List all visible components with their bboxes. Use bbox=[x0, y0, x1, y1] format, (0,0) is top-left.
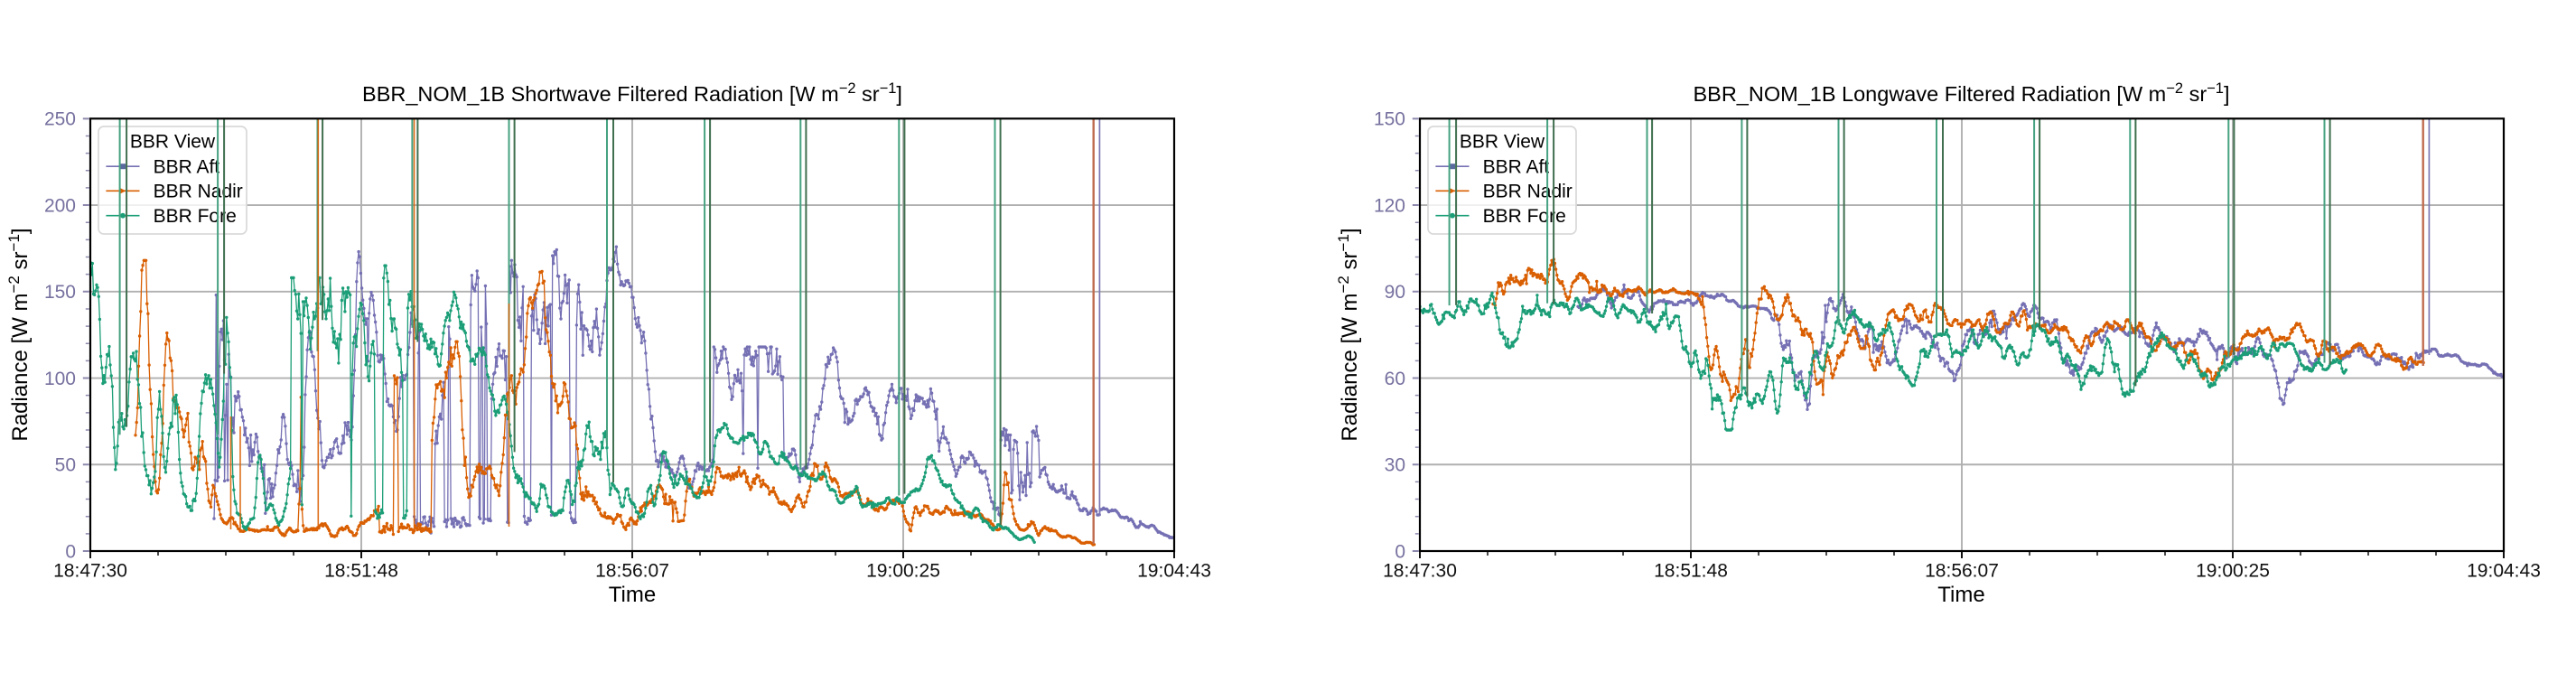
svg-text:Radiance [W m−2 sr−1]: Radiance [W m−2 sr−1] bbox=[5, 228, 33, 441]
svg-text:0: 0 bbox=[65, 541, 76, 562]
svg-text:18:51:48: 18:51:48 bbox=[324, 561, 398, 582]
svg-text:150: 150 bbox=[44, 282, 76, 303]
svg-text:BBR Nadir: BBR Nadir bbox=[1483, 182, 1573, 202]
svg-text:19:00:25: 19:00:25 bbox=[2196, 561, 2270, 582]
svg-text:BBR Aft: BBR Aft bbox=[1483, 157, 1550, 178]
svg-text:18:56:07: 18:56:07 bbox=[595, 561, 669, 582]
svg-text:19:04:43: 19:04:43 bbox=[2467, 561, 2541, 582]
svg-text:BBR Fore: BBR Fore bbox=[154, 206, 237, 227]
svg-text:BBR Aft: BBR Aft bbox=[154, 157, 220, 178]
svg-text:100: 100 bbox=[44, 369, 76, 389]
svg-text:Time: Time bbox=[1937, 583, 1984, 607]
svg-text:30: 30 bbox=[1385, 455, 1405, 476]
svg-text:120: 120 bbox=[1374, 195, 1405, 216]
svg-text:18:47:30: 18:47:30 bbox=[53, 561, 127, 582]
svg-text:60: 60 bbox=[1385, 369, 1405, 389]
svg-text:BBR View: BBR View bbox=[1460, 132, 1545, 153]
svg-text:BBR_NOM_1B Longwave Filtered R: BBR_NOM_1B Longwave Filtered Radiation [… bbox=[1693, 80, 2229, 106]
svg-text:Radiance [W m−2 sr−1]: Radiance [W m−2 sr−1] bbox=[1335, 228, 1362, 441]
svg-text:150: 150 bbox=[1374, 109, 1405, 130]
svg-text:18:47:30: 18:47:30 bbox=[1383, 561, 1457, 582]
svg-text:BBR Nadir: BBR Nadir bbox=[154, 182, 243, 202]
svg-text:18:51:48: 18:51:48 bbox=[1654, 561, 1728, 582]
svg-text:BBR View: BBR View bbox=[130, 132, 216, 153]
svg-text:200: 200 bbox=[44, 195, 76, 216]
svg-text:50: 50 bbox=[55, 455, 76, 476]
svg-text:0: 0 bbox=[1395, 541, 1405, 562]
svg-text:BBR_NOM_1B Shortwave Filtered: BBR_NOM_1B Shortwave Filtered Radiation … bbox=[362, 80, 902, 106]
svg-text:90: 90 bbox=[1385, 282, 1405, 303]
svg-text:Time: Time bbox=[609, 583, 656, 607]
svg-text:250: 250 bbox=[44, 109, 76, 130]
svg-text:19:04:43: 19:04:43 bbox=[1137, 561, 1211, 582]
svg-text:18:56:07: 18:56:07 bbox=[1925, 561, 1999, 582]
svg-text:19:00:25: 19:00:25 bbox=[866, 561, 940, 582]
svg-text:BBR Fore: BBR Fore bbox=[1483, 206, 1566, 227]
